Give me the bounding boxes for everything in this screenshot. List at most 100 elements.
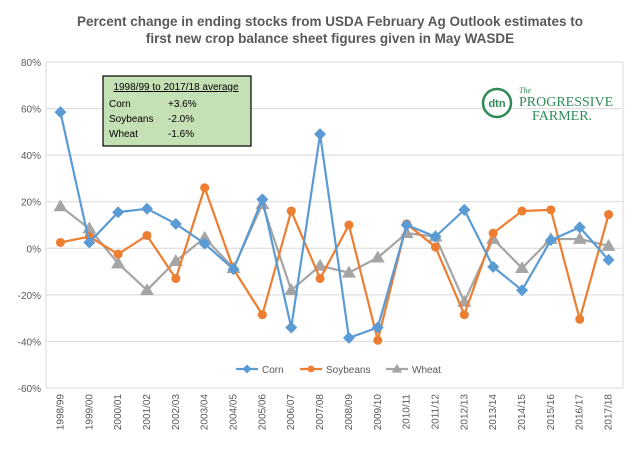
wheat-point — [370, 250, 385, 263]
soybeans-point — [575, 314, 585, 324]
x-tick-label: 2017/18 — [604, 394, 615, 431]
legend: Corn Soybeans Wheat — [236, 363, 441, 376]
soybeans-point — [55, 237, 65, 247]
soybeans-point — [546, 205, 556, 215]
legend-item-wheat: Wheat — [386, 363, 441, 376]
corn-point — [487, 260, 500, 273]
wheat-point — [341, 265, 356, 278]
stats-box-header: 1998/99 to 2017/18 average — [113, 82, 239, 93]
soybeans-line — [60, 184, 610, 341]
x-tick-label: 2000/01 — [113, 394, 124, 431]
corn-point — [140, 202, 153, 215]
corn-point — [256, 193, 269, 206]
y-tick-label: -20% — [18, 291, 41, 302]
corn-point — [83, 236, 96, 249]
wheat-point — [53, 199, 68, 212]
corn-point — [112, 206, 125, 219]
legend-item-corn: Corn — [236, 364, 284, 376]
corn-point — [602, 253, 615, 266]
soybeans-point — [459, 310, 469, 320]
x-tick-label: 2013/14 — [488, 394, 499, 431]
soybeans-point — [286, 206, 296, 216]
legend-corn-label: Corn — [262, 365, 284, 376]
y-tick-label: -40% — [18, 337, 41, 348]
soybeans-point — [171, 274, 181, 284]
chart-title-line2: first new crop balance sheet figures giv… — [146, 31, 514, 46]
series-layer — [53, 106, 616, 345]
legend-wheat-label: Wheat — [412, 365, 441, 376]
wheat-point — [168, 254, 183, 266]
soybeans-point — [257, 310, 267, 320]
dtn-badge — [481, 87, 513, 119]
x-tick-label: 2006/07 — [286, 394, 297, 431]
stats-box: 1998/99 to 2017/18 average Corn +3.6% So… — [102, 75, 252, 147]
wheat-point — [197, 230, 212, 243]
soybeans-point — [113, 249, 123, 259]
x-tick-label: 2003/04 — [200, 394, 211, 431]
corn-line — [59, 111, 610, 340]
corn-point — [198, 237, 211, 250]
x-tick-label: 1999/00 — [84, 394, 95, 431]
x-tick-label: 2012/13 — [459, 394, 470, 431]
soybeans-point — [604, 210, 614, 220]
wheat-point — [572, 231, 587, 244]
x-tick-label: 2008/09 — [344, 394, 355, 431]
y-tick-label: 80% — [21, 58, 41, 69]
corn-point — [342, 331, 355, 344]
x-tick-label: 2015/16 — [546, 394, 557, 431]
x-tick-label: 2001/02 — [142, 394, 153, 431]
stats-row-soybeans-value: -2.0% — [168, 114, 194, 125]
y-tick-label: 60% — [21, 105, 41, 116]
legend-corn-marker — [242, 364, 252, 374]
soybeans-point — [517, 206, 527, 216]
y-axis: -60% -40% -20% 0% 20% 40% 60% 80% — [18, 58, 41, 395]
soybeans-point — [200, 183, 210, 193]
x-tick-label: 2002/03 — [171, 394, 182, 431]
soybeans-point — [142, 230, 152, 240]
legend-soybeans-label: Soybeans — [326, 365, 370, 376]
soybeans-point — [315, 274, 325, 284]
stats-row-soybeans-label: Soybeans — [109, 114, 153, 125]
wheat-point — [111, 256, 126, 269]
soybeans-point — [344, 220, 354, 230]
corn-point — [516, 284, 529, 297]
corn-point — [544, 234, 557, 247]
x-tick-label: 2010/11 — [402, 394, 413, 430]
wheat-point — [139, 283, 154, 296]
legend-wheat-marker — [391, 363, 403, 373]
x-tick-label: 2009/10 — [373, 394, 384, 431]
x-tick-label: 2007/08 — [315, 394, 326, 431]
corn-point — [227, 263, 240, 276]
corn-point — [573, 221, 586, 234]
y-tick-label: 20% — [21, 198, 41, 209]
legend-item-soybeans: Soybeans — [300, 365, 370, 376]
logo-line3: FARMER. — [532, 109, 592, 124]
x-tick-label: 2005/06 — [257, 394, 268, 431]
logo-line1: The — [519, 86, 531, 95]
chart-title-line1: Percent change in ending stocks from USD… — [77, 14, 583, 29]
stats-row-corn-label: Corn — [109, 99, 131, 110]
y-tick-label: -60% — [18, 384, 41, 395]
y-tick-label: 0% — [27, 244, 42, 255]
series-corn — [54, 106, 615, 344]
corn-point — [371, 321, 384, 334]
wheat-line — [59, 201, 609, 305]
x-tick-label: 2004/05 — [229, 394, 240, 431]
x-tick-label: 1998/99 — [55, 394, 66, 431]
progressive-farmer-logo: dtn The PROGRESSIVE FARMER. — [481, 86, 613, 124]
logo-badge-text: dtn — [488, 98, 505, 110]
corn-point — [429, 230, 442, 243]
soybeans-point — [373, 335, 383, 345]
soybeans-point — [430, 242, 440, 252]
corn-point — [458, 203, 471, 216]
stats-row-corn-value: +3.6% — [168, 99, 197, 110]
legend-soybeans-marker — [307, 365, 315, 373]
soybeans-point — [488, 228, 498, 238]
logo-line2: PROGRESSIVE — [519, 95, 613, 110]
stats-row-wheat-value: -1.6% — [168, 129, 194, 140]
wheat-point — [284, 283, 299, 296]
corn-point — [314, 128, 327, 141]
y-tick-label: 40% — [21, 151, 41, 162]
corn-point — [169, 217, 182, 230]
